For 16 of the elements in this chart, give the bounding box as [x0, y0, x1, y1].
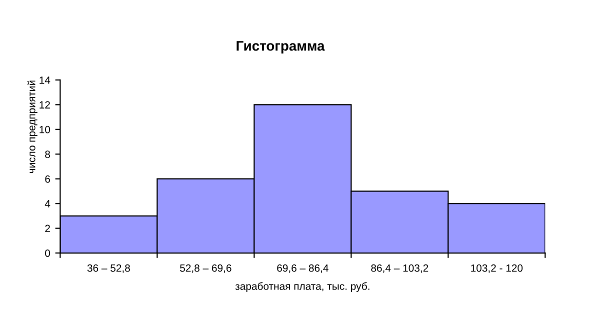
chart-title: Гистограмма: [236, 41, 325, 54]
y-tick-label: 6: [45, 175, 50, 183]
y-tick-label: 2: [45, 224, 50, 232]
y-tick-label: 14: [40, 76, 50, 84]
x-tick-label: 69,6 – 86,4: [277, 264, 328, 273]
x-tick-label: 103,2 - 120: [471, 264, 523, 273]
y-tick-label: 12: [40, 101, 50, 108]
y-tick-label: 10: [40, 126, 50, 134]
y-axis-title: число предприятий: [28, 80, 38, 174]
y-tick-label: 8: [45, 150, 50, 158]
x-tick-label: 36 – 52,8: [87, 264, 130, 273]
x-tick-label: 86,4 – 103,2: [371, 264, 428, 273]
y-tick-label: 4: [44, 200, 50, 208]
y-tick-label: 0: [45, 250, 50, 257]
x-tick-label: 52,8 – 69,6: [180, 264, 232, 273]
x-axis-title: заработная плата, тыс. руб.: [235, 282, 370, 292]
